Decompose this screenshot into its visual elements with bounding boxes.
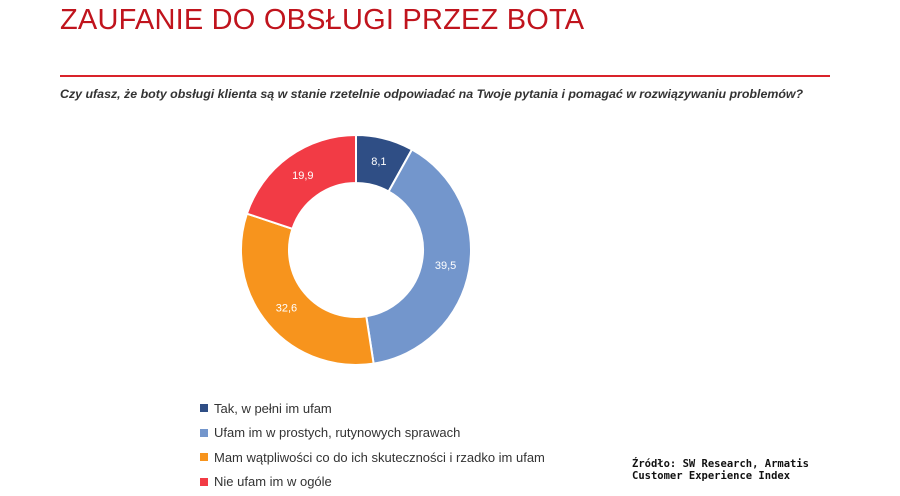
legend-item: Mam wątpliwości co do ich skuteczności i… (200, 445, 545, 470)
source-line: Źródło: SW Research, Armatis (632, 458, 810, 470)
source-line: Customer Experience Index (632, 469, 791, 482)
legend-swatch (200, 453, 208, 462)
legend-label: Nie ufam im w ogóle (214, 474, 332, 490)
page-title: ZAUFANIE DO OBSŁUGI PRZEZ BOTA (60, 4, 585, 36)
donut-slice (245, 133, 357, 231)
legend-label: Tak, w pełni im ufam (214, 400, 332, 416)
legend-item: Ufam im w prostych, rutynowych sprawach (200, 421, 545, 446)
legend-swatch (200, 404, 208, 413)
legend-item: Tak, w pełni im ufam (200, 396, 545, 421)
legend-swatch (200, 428, 208, 437)
legend-item: Nie ufam im w ogóle (200, 470, 545, 495)
title-divider (60, 75, 830, 77)
legend-swatch (200, 477, 208, 486)
legend-label: Mam wątpliwości co do ich skuteczności i… (214, 449, 545, 465)
survey-question: Czy ufasz, że boty obsługi klienta są w … (60, 87, 804, 101)
legend-label: Ufam im w prostych, rutynowych sprawach (214, 425, 461, 441)
source-note: Źródło: SW Research, Armatis Customer Ex… (632, 458, 810, 482)
donut-slice (240, 212, 375, 366)
slice-value-label: 39,5 (435, 260, 456, 272)
slice-value-label: 8,1 (371, 156, 386, 168)
donut-slice (365, 148, 472, 365)
slice-value-label: 19,9 (292, 170, 313, 182)
chart-legend: Tak, w pełni im ufam Ufam im w prostych,… (200, 396, 545, 494)
slice-value-label: 32,6 (276, 303, 297, 315)
